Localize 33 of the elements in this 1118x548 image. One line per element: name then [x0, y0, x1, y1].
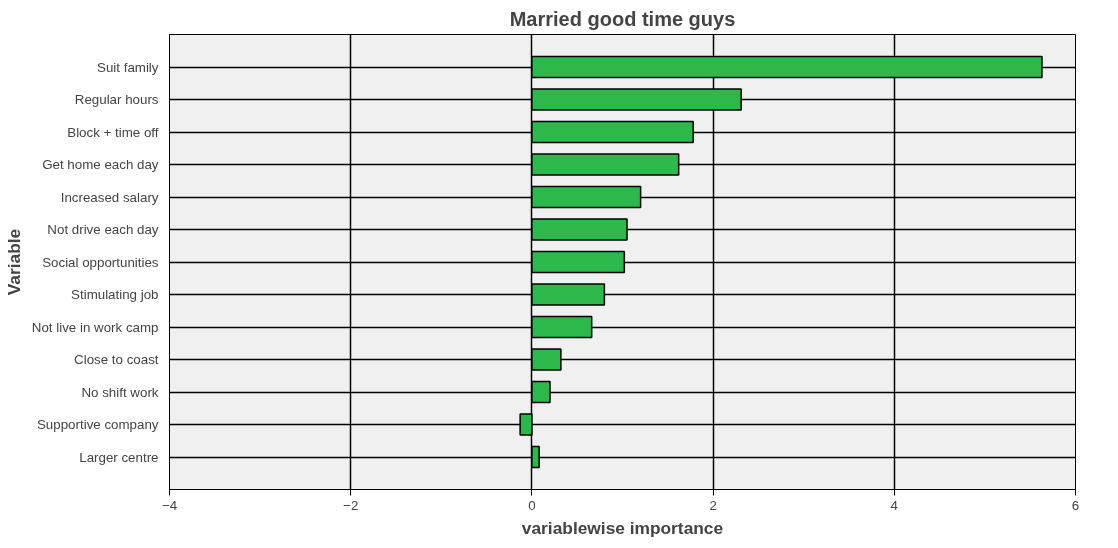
bar	[519, 413, 533, 436]
y-tick-label: Regular hours	[74, 92, 159, 107]
bar	[531, 315, 593, 339]
chart-title: Married good time guys	[509, 7, 736, 30]
bar	[531, 218, 628, 241]
bar	[531, 88, 742, 111]
bar	[531, 283, 606, 306]
y-axis-title: Variable	[3, 228, 24, 296]
y-tick-label: Get home each day	[42, 157, 159, 172]
y-tick-label: Larger centre	[79, 449, 159, 465]
x-tick-label: 6	[1071, 497, 1080, 513]
y-tick-label: Supportive company	[37, 417, 159, 432]
x-tick-label: 0	[528, 497, 536, 513]
bar	[531, 348, 562, 371]
y-tick-label: Not drive each day	[47, 222, 159, 237]
bar	[531, 185, 642, 209]
bar	[531, 120, 694, 144]
x-tick-label: 4	[890, 497, 899, 513]
y-tick-label: Not live in work camp	[31, 319, 159, 335]
y-tick-label: Social opportunities	[42, 254, 159, 270]
y-tick-label: Increased salary	[60, 189, 159, 205]
bar	[531, 153, 680, 176]
bar	[531, 380, 551, 404]
y-tick-label: Stimulating job	[71, 287, 159, 302]
bar	[531, 250, 626, 274]
x-axis-title: variablewise importance	[521, 517, 724, 538]
y-tick-label: Suit family	[97, 59, 159, 75]
x-tick-label: −4	[161, 497, 178, 513]
y-tick-label: Close to coast	[74, 352, 159, 367]
x-tick-label: 2	[709, 497, 717, 513]
y-tick-label: No shift work	[81, 384, 159, 400]
y-tick-label: Block + time off	[67, 124, 159, 140]
x-tick-label: −2	[343, 497, 359, 513]
